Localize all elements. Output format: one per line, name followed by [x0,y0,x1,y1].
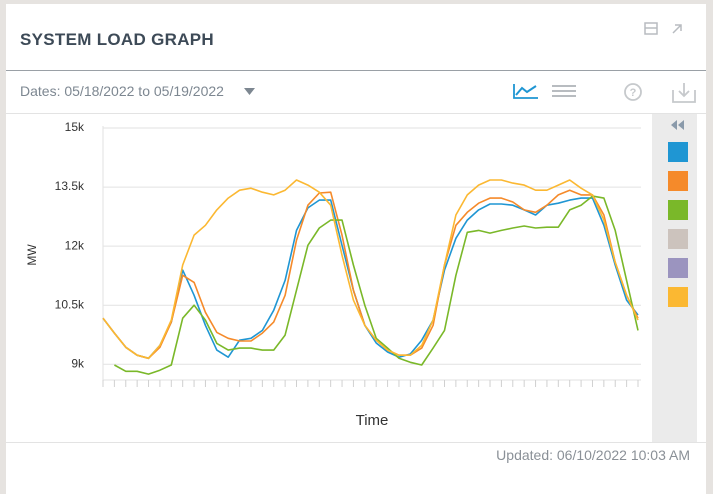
legend-swatch [668,229,688,249]
series-line [102,179,639,360]
dropdown-arrow[interactable] [244,88,256,96]
legend-swatch [668,200,688,220]
toolbar-icons[interactable]: ? [512,80,702,106]
legend-swatch [668,287,688,307]
legend-swatch [668,258,688,278]
y-tick-label: 15k [65,120,85,134]
y-tick-label: 9k [71,356,85,370]
svg-text:?: ? [630,87,637,99]
series-line [114,195,639,375]
divider [6,113,706,114]
divider [6,442,706,443]
y-tick-label: 13.5k [55,179,85,193]
divider [6,70,706,71]
series-line [102,197,639,360]
panel: SYSTEM LOAD GRAPH Dates: 05/18/2022 to 0… [6,4,706,494]
y-tick-label: 10.5k [55,297,85,311]
updated-time: Updated: 06/10/2022 10:03 AM [496,447,690,463]
window-icons[interactable] [644,20,684,38]
legend-swatch [668,171,688,191]
panel-title: SYSTEM LOAD GRAPH [20,30,215,49]
date-range[interactable]: Dates: 05/18/2022 to 05/19/2022 [20,83,224,99]
y-tick-label: 12k [65,238,85,252]
legend-swatch [668,142,688,162]
x-axis-label: Time [356,412,389,429]
y-axis-label: MW [25,244,39,266]
collapse-legend[interactable] [671,120,684,130]
